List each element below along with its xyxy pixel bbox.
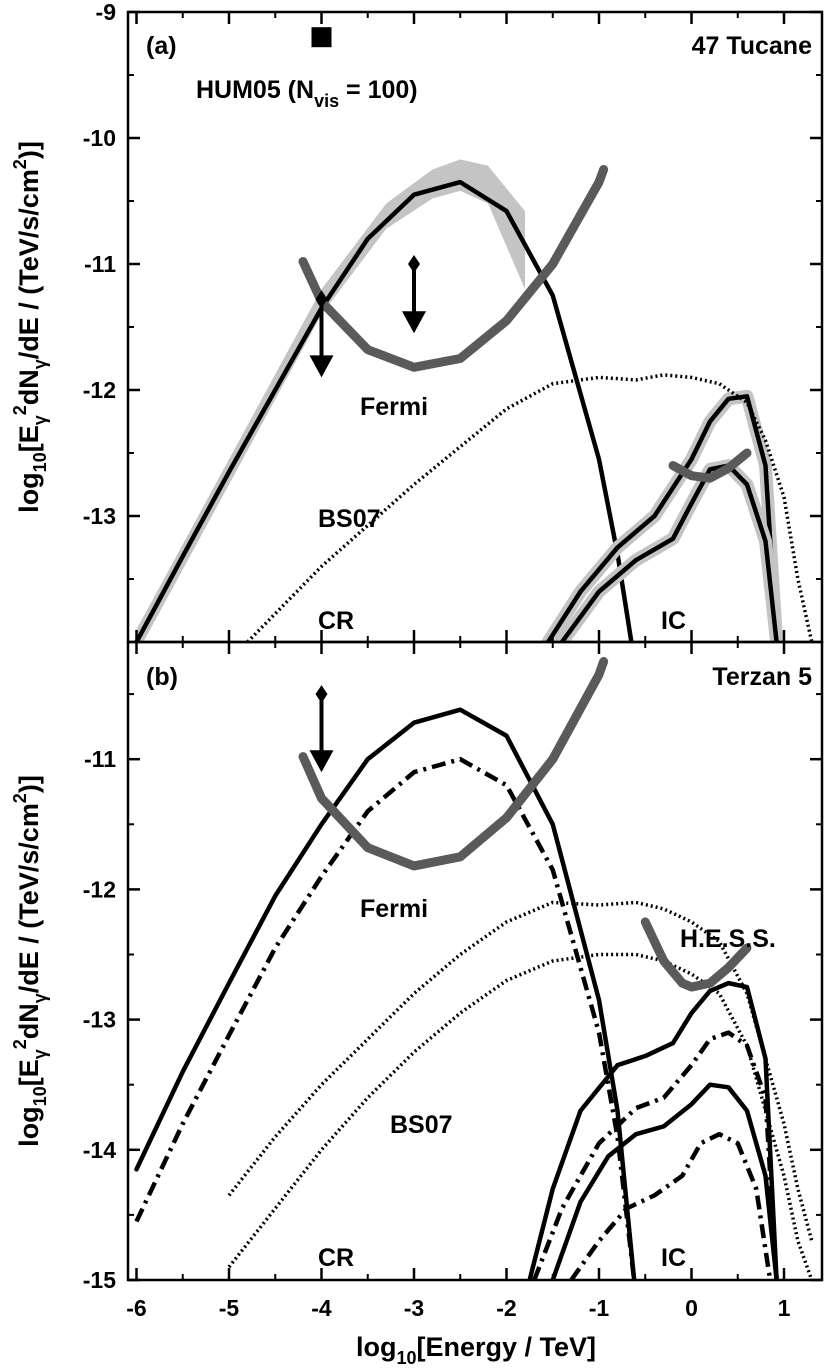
panel-b-solid-series-4 xyxy=(550,1082,779,1280)
panel-a-solid-series-1 xyxy=(134,179,634,642)
panel-a-fermi-label: Fermi xyxy=(360,393,428,421)
panel-b-marks-layer xyxy=(309,685,334,773)
panel-b-y-axis-title: log10[Eγ2dNγ/dE / (TeV/s/cm2)] xyxy=(10,775,50,1147)
panel-b-limit-arrowhead-0 xyxy=(309,750,334,773)
panel-a-label: (a) xyxy=(146,32,177,60)
panel-b-dashdot-series-1 xyxy=(134,756,637,1280)
panel-b-frame xyxy=(126,640,824,1282)
panel-a-y-tick-label: -11 xyxy=(84,251,116,277)
panel-a-limit-arrowhead-1 xyxy=(402,311,426,334)
panel-b-y-tick-label: -13 xyxy=(83,1007,116,1033)
panel-a-lines-layer xyxy=(134,165,814,642)
panel-a-ic-label: IC xyxy=(661,607,686,635)
x-tick-label: -4 xyxy=(311,1295,332,1321)
x-tick-label: -5 xyxy=(219,1295,240,1321)
panel-b-label: (b) xyxy=(146,663,178,691)
panel-b-hess-label: H.E.S.S. xyxy=(680,925,776,953)
panel-b-solid-series-0 xyxy=(134,707,637,1280)
x-tick-label: 1 xyxy=(778,1295,791,1321)
panel-b-sensitivity-curve-8 xyxy=(298,657,609,871)
panel-b-y-tick-label: -11 xyxy=(84,746,116,772)
panel-b-fermi-label: Fermi xyxy=(360,895,428,923)
x-tick-label: -6 xyxy=(126,1295,146,1321)
panel-a-solid-series-2 xyxy=(545,394,779,642)
panel-a-solid-series-3 xyxy=(559,463,779,642)
panel-b-dashdot-series-5 xyxy=(569,1131,773,1280)
panel-b-title: Terzan 5 xyxy=(712,663,812,691)
ticks-layer: -9-10-11-12-13-11-12-13-14-15-6 -5 -4 -3 -2-… xyxy=(83,0,822,1321)
x-tick-label: -3 xyxy=(404,1295,424,1321)
panel-a-y-tick-label: -10 xyxy=(83,125,116,151)
panel-a-bs07-label: BS07 xyxy=(318,505,381,533)
panel-b-cr-label: CR xyxy=(318,1244,354,1272)
panel-a-limit-arrowhead-0 xyxy=(309,355,334,378)
panel-b-y-tick-label: -12 xyxy=(83,876,116,902)
panel-a-hum05-label: HUM05 (Nvis = 100) xyxy=(196,76,418,111)
x-tick-label: -2 xyxy=(496,1295,516,1321)
panel-a-marks-layer xyxy=(309,27,426,378)
panel-b-dashdot-series-3 xyxy=(532,1030,779,1280)
panel-b-bs07-label: BS07 xyxy=(390,1111,453,1139)
panel-b-y-tick-label: -15 xyxy=(83,1267,116,1293)
panel-a-hum05-marker xyxy=(311,27,332,48)
panel-a-sensitivity-curve-5 xyxy=(298,165,609,372)
panel-b-y-tick-label: -14 xyxy=(83,1137,116,1163)
panel-a-y-tick-label: -12 xyxy=(83,377,116,403)
panel-b-lines-layer xyxy=(134,657,814,1280)
panel-a-y-tick-label: -13 xyxy=(83,503,116,529)
panel-a-dotted-series-4 xyxy=(246,373,814,642)
x-tick-label: -1 xyxy=(589,1295,610,1321)
panel-b-sensitivity-curve-9 xyxy=(640,917,752,992)
panel-a-y-axis-title: log10[Eγ2dNγ/dE / (TeV/s/cm2)] xyxy=(10,141,50,513)
panel-b-ic-label: IC xyxy=(661,1244,686,1272)
panel-b-dotted-series-6 xyxy=(227,900,814,1242)
panel-a-sensitivity-curve-6 xyxy=(668,448,752,483)
panel-b-solid-series-2 xyxy=(527,980,779,1280)
panel-a-cr-label: CR xyxy=(318,607,354,635)
panel-a-title: 47 Tucane xyxy=(692,32,813,60)
panel-a-y-tick-label: -9 xyxy=(96,0,116,25)
panel-b-dotted-series-7 xyxy=(227,952,814,1280)
x-tick-label: 0 xyxy=(685,1295,698,1321)
x-axis-title: log10[Energy / TeV] xyxy=(356,1332,596,1368)
